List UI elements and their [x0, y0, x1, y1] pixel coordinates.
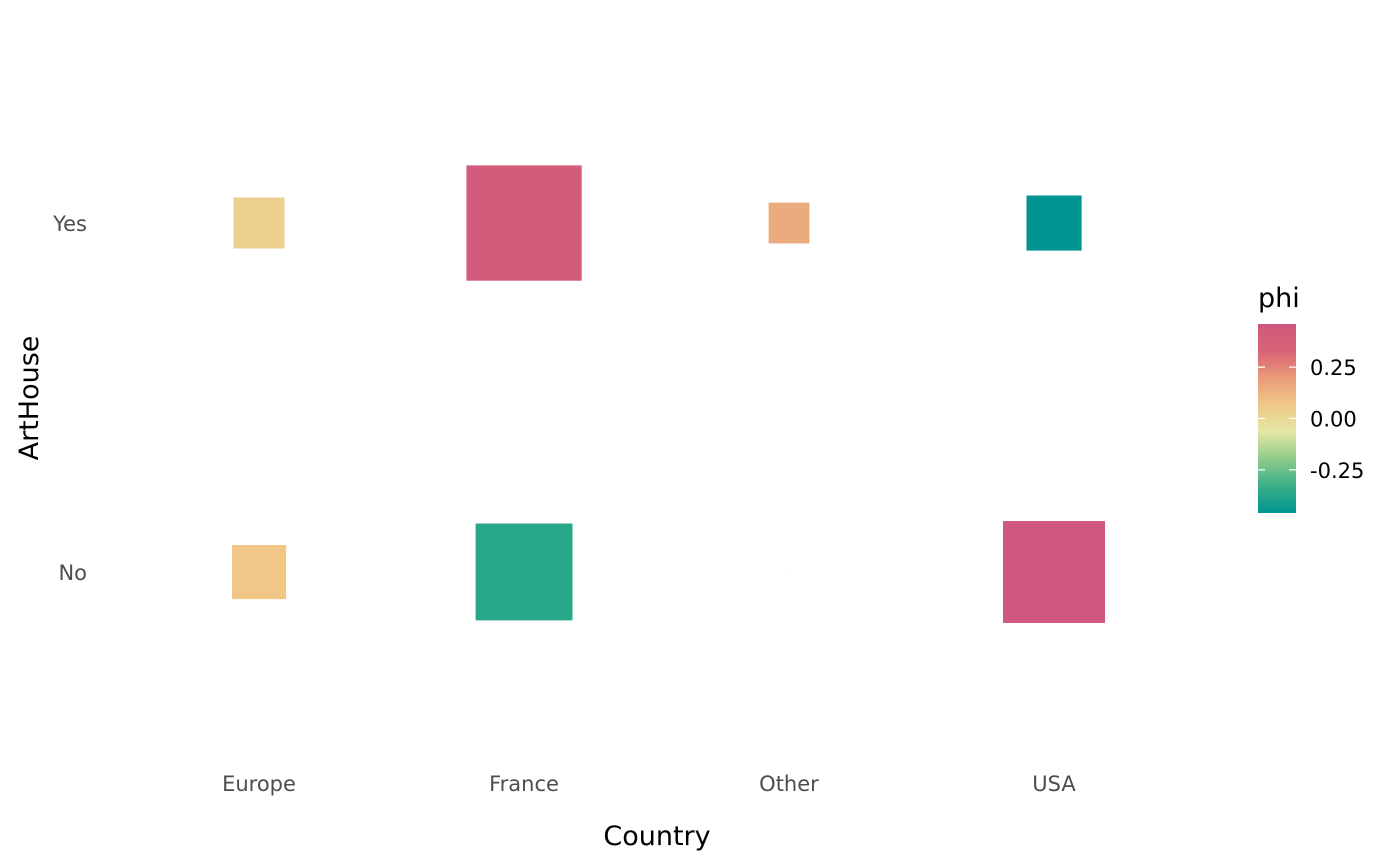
cell-europe-no [232, 545, 287, 600]
x-tick-label-europe: Europe [222, 772, 296, 796]
legend-tick-label: -0.25 [1310, 459, 1364, 483]
cell-usa-yes [1026, 195, 1082, 251]
legend-tick-label: 0.00 [1310, 408, 1357, 432]
color-legend: phi 0.25 0.00 -0.25 [1258, 283, 1364, 513]
x-axis-title: Country [603, 821, 710, 852]
legend-title: phi [1258, 283, 1300, 314]
x-tick-label-usa: USA [1032, 772, 1076, 796]
cell-usa-no [1003, 521, 1105, 623]
x-axis-tick-labels: Europe France Other USA [222, 772, 1076, 796]
cell-europe-yes [233, 197, 285, 249]
y-tick-label-yes: Yes [52, 212, 87, 236]
cell-france-yes [466, 165, 582, 281]
heatmap-cells [232, 165, 1105, 623]
cell-other-yes [768, 202, 810, 244]
legend-ticks: 0.25 0.00 -0.25 [1258, 356, 1364, 483]
x-tick-label-other: Other [759, 772, 819, 796]
legend-tick-label: 0.25 [1310, 356, 1357, 380]
cell-france-no [475, 523, 573, 621]
y-tick-label-no: No [58, 561, 87, 585]
cell-other-no [788, 571, 790, 573]
x-tick-label-france: France [489, 772, 559, 796]
y-axis-title: ArtHouse [14, 336, 45, 461]
y-axis-tick-labels: No Yes [52, 212, 87, 585]
